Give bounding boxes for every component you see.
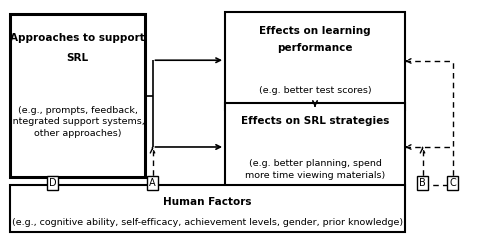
Text: Approaches to support: Approaches to support	[10, 33, 145, 43]
Text: D: D	[48, 178, 56, 188]
FancyBboxPatch shape	[10, 185, 405, 232]
FancyBboxPatch shape	[225, 103, 405, 189]
Text: performance: performance	[277, 43, 353, 53]
Text: (e.g., prompts, feedback,
integrated support systems,
other approaches): (e.g., prompts, feedback, integrated sup…	[10, 106, 145, 138]
FancyBboxPatch shape	[225, 12, 405, 110]
FancyBboxPatch shape	[10, 14, 145, 177]
Text: B: B	[419, 178, 426, 188]
Text: C: C	[449, 178, 456, 188]
Text: (e.g., cognitive ability, self-efficacy, achievement levels, gender, prior knowl: (e.g., cognitive ability, self-efficacy,…	[12, 218, 403, 227]
Text: SRL: SRL	[66, 53, 88, 63]
Text: (e.g. better test scores): (e.g. better test scores)	[258, 86, 372, 95]
Text: Human Factors: Human Factors	[164, 197, 252, 207]
Text: (e.g. better planning, spend
more time viewing materials): (e.g. better planning, spend more time v…	[245, 159, 385, 180]
Text: A: A	[149, 178, 156, 188]
Text: Effects on SRL strategies: Effects on SRL strategies	[241, 116, 389, 126]
Text: Effects on learning: Effects on learning	[259, 26, 371, 36]
